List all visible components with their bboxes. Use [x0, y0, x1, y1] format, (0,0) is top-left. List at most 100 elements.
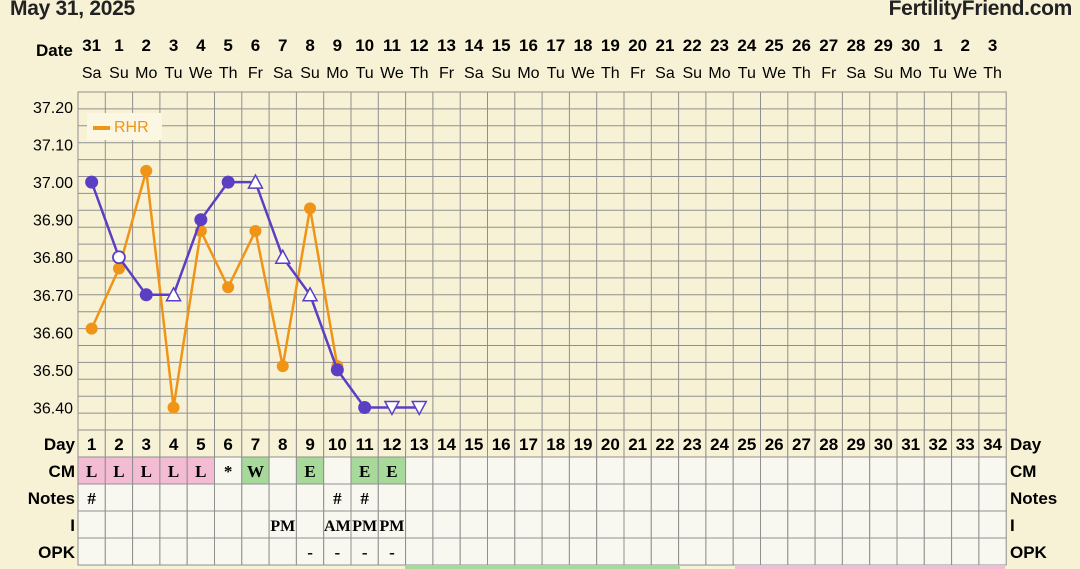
- cell-notes: [132, 483, 161, 512]
- weekday-label: Fr: [630, 65, 646, 82]
- day-value: 7: [251, 435, 260, 454]
- date-label: 5: [223, 36, 232, 55]
- y-tick-label: 36.60: [33, 325, 73, 342]
- brand-name[interactable]: FertilityFriend.com: [888, 0, 1073, 20]
- day-value: 29: [847, 435, 866, 454]
- weekday-label: Tu: [547, 65, 565, 82]
- day-value: 26: [765, 435, 784, 454]
- cell-i: [377, 510, 407, 539]
- cell-opk: [951, 537, 980, 566]
- date-label: 12: [410, 36, 429, 55]
- y-tick-label: 37.10: [33, 138, 73, 155]
- temperature-point-open: [112, 250, 126, 265]
- cell-opk: [814, 537, 843, 566]
- cell-day: [814, 429, 843, 458]
- day-value: 32: [928, 435, 947, 454]
- cm-value: L: [168, 462, 179, 481]
- weekday-label: We: [762, 65, 786, 82]
- day-value: 31: [901, 435, 920, 454]
- opk-value: -: [307, 543, 313, 562]
- cell-i: [760, 510, 789, 539]
- weekday-label: Fr: [248, 65, 264, 82]
- temperature-point-triangle-down: [383, 400, 401, 417]
- cell-notes: [760, 483, 789, 512]
- day-value: 13: [410, 435, 429, 454]
- cell-notes: [405, 483, 434, 512]
- cell-cm: [787, 456, 816, 485]
- date-label: 21: [655, 36, 674, 55]
- y-tick-label: 36.40: [33, 400, 73, 417]
- row-label-right-i: I: [1010, 516, 1015, 535]
- weekday-label: Tu: [738, 65, 756, 82]
- chart-date: May 31, 2025: [10, 0, 135, 20]
- weekday-label: Sa: [464, 65, 484, 82]
- row-label-right-opk: OPK: [1010, 543, 1048, 562]
- date-label: 7: [278, 36, 287, 55]
- cell-opk: [77, 537, 106, 566]
- notes-value: #: [333, 489, 342, 508]
- cell-cm: [159, 456, 188, 485]
- rhr-point: [112, 262, 125, 275]
- cell-opk: [514, 537, 543, 566]
- opk-value: -: [389, 543, 395, 562]
- rhr-point: [249, 224, 262, 237]
- weekday-label: Su: [874, 65, 894, 82]
- date-label: 9: [333, 36, 342, 55]
- cell-cm: [405, 456, 434, 485]
- weekday-label: Mo: [517, 65, 539, 82]
- date-label: 28: [847, 36, 866, 55]
- cell-notes: [623, 483, 652, 512]
- weekday-label: We: [571, 65, 595, 82]
- day-value: 16: [492, 435, 511, 454]
- cell-notes: [214, 483, 243, 512]
- i-value: PM: [352, 518, 377, 535]
- date-label: 1: [114, 36, 123, 55]
- cell-notes: [159, 483, 188, 512]
- rhr-point: [276, 360, 289, 373]
- day-value: 12: [382, 435, 401, 454]
- cell-day: [841, 429, 871, 458]
- cm-value: L: [195, 462, 206, 481]
- weekday-label: Mo: [326, 65, 348, 82]
- cell-notes: [787, 483, 816, 512]
- cell-cm: [541, 456, 570, 485]
- rhr-point: [140, 164, 153, 177]
- weekday-label: Su: [109, 65, 129, 82]
- row-label-cm: CM: [49, 462, 75, 481]
- weekday-label: Fr: [821, 65, 837, 82]
- cell-cm: [514, 456, 543, 485]
- date-label: 27: [819, 36, 838, 55]
- weekday-label: Tu: [165, 65, 183, 82]
- cell-opk: [841, 537, 871, 566]
- weekday-label: Sa: [273, 65, 293, 82]
- cell-cm: [459, 456, 489, 485]
- opk-value: -: [335, 543, 341, 562]
- cell-opk: [568, 537, 598, 566]
- cell-notes: [350, 483, 379, 512]
- weekday-label: Th: [410, 65, 429, 82]
- temperature-point: [330, 363, 344, 377]
- cell-cm: [678, 456, 707, 485]
- weekday-label: We: [189, 65, 213, 82]
- cell-day: [568, 429, 598, 458]
- date-label: 22: [683, 36, 702, 55]
- date-label: 25: [765, 36, 784, 55]
- y-tick-label: 36.70: [33, 288, 73, 305]
- cell-cm: [760, 456, 789, 485]
- weekday-label: Sa: [846, 65, 866, 82]
- cell-opk: [596, 537, 625, 566]
- cell-i: [514, 510, 543, 539]
- weekday-label: Th: [601, 65, 620, 82]
- cm-value: L: [113, 462, 124, 481]
- date-label: 2: [142, 36, 151, 55]
- cell-i: [623, 510, 652, 539]
- cell-opk: [732, 537, 762, 566]
- cell-cm: [377, 456, 407, 485]
- rhr-point: [167, 401, 180, 414]
- cell-opk: [186, 537, 215, 566]
- cell-i: [787, 510, 816, 539]
- date-label: 26: [792, 36, 811, 55]
- cell-cm: [323, 456, 352, 485]
- date-label: 8: [305, 36, 314, 55]
- cell-notes: [459, 483, 489, 512]
